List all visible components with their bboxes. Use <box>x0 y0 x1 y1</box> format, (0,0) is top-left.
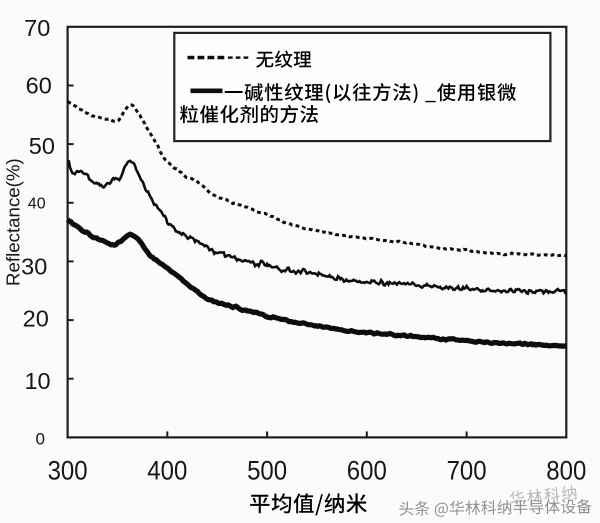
svg-text:50: 50 <box>29 133 55 159</box>
svg-text:800: 800 <box>546 456 586 486</box>
svg-text:500: 500 <box>247 456 287 486</box>
svg-text:400: 400 <box>147 456 187 486</box>
svg-text:600: 600 <box>347 456 387 486</box>
svg-text:Reflectance(%): Reflectance(%) <box>3 158 24 286</box>
svg-text:700: 700 <box>447 456 487 486</box>
svg-text:60: 60 <box>26 73 52 99</box>
svg-text:10: 10 <box>24 368 50 394</box>
svg-text:30: 30 <box>21 253 47 279</box>
svg-text:40: 40 <box>28 196 46 213</box>
svg-text:300: 300 <box>48 456 88 486</box>
svg-text:0: 0 <box>36 430 45 449</box>
svg-text:20: 20 <box>23 306 49 332</box>
svg-text:70: 70 <box>24 15 50 41</box>
